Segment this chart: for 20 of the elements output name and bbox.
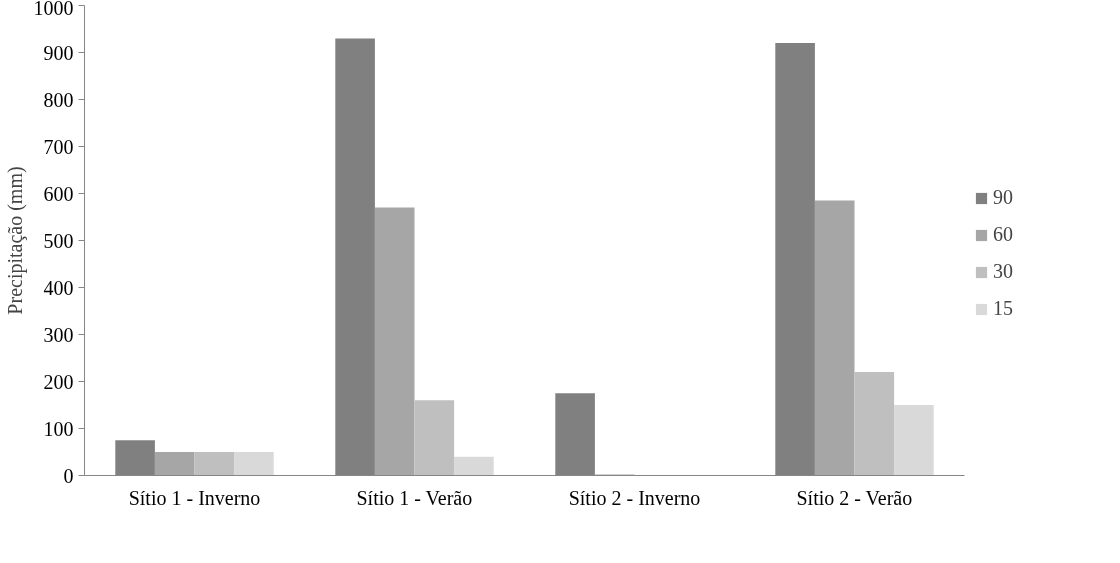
- y-tick-label: 800: [43, 88, 74, 111]
- y-axis-title: Precipitação (mm): [3, 166, 27, 315]
- x-tick-label: Sítio 2 - Inverno: [568, 486, 701, 509]
- y-tick-label: 200: [43, 370, 74, 393]
- y-tick-label: 900: [43, 41, 74, 64]
- y-tick-label: 700: [43, 135, 74, 158]
- y-tick-label: 600: [43, 182, 74, 205]
- x-tick-label: Sítio 1 - Inverno: [128, 486, 261, 509]
- y-tick-label: 1000: [33, 0, 74, 19]
- legend-label: 90: [993, 186, 1013, 209]
- x-tick-label: Sítio 1 - Verão: [356, 486, 473, 509]
- y-tick-label: 300: [43, 323, 74, 346]
- y-tick-label: 0: [63, 464, 74, 487]
- legend-label: 60: [993, 223, 1013, 246]
- legend-label: 30: [993, 260, 1013, 283]
- y-tick-label: 500: [43, 229, 74, 252]
- legend-label: 15: [993, 297, 1013, 320]
- x-tick-label: Sítio 2 - Verão: [796, 486, 913, 509]
- y-tick-label: 100: [43, 417, 74, 440]
- y-tick-label: 400: [43, 276, 74, 299]
